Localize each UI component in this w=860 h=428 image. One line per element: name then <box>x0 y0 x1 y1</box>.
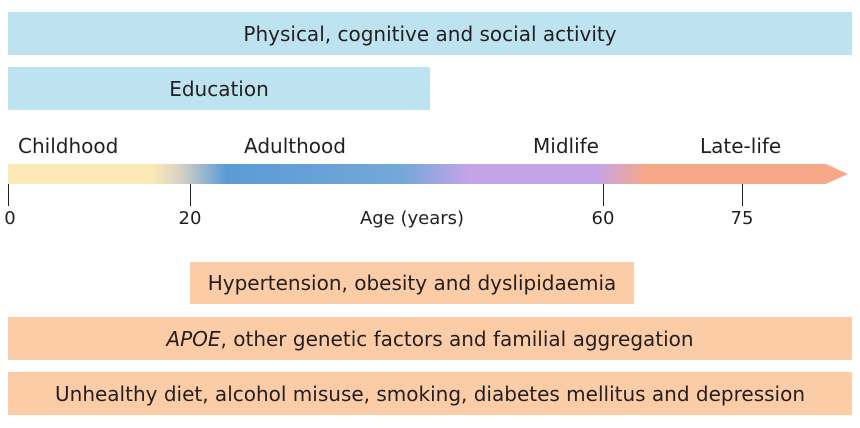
tick-20 <box>190 184 191 206</box>
band-label-rest: , other genetic factors and familial agg… <box>220 326 694 351</box>
tick-label-75: 75 <box>730 208 754 229</box>
band-physical-cognitive-social-activity: Physical, cognitive and social activity <box>8 12 852 55</box>
stage-adulthood: Adulthood <box>244 134 346 158</box>
stage-midlife: Midlife <box>533 134 599 158</box>
band-label: Hypertension, obesity and dyslipidaemia <box>207 271 617 295</box>
band-label: Physical, cognitive and social activity <box>243 21 617 46</box>
timeline-bar <box>8 164 848 184</box>
tick-0 <box>8 184 9 206</box>
tick-60 <box>603 184 604 206</box>
band-lifestyle-risk-factors: Unhealthy diet, alcohol misuse, smoking,… <box>8 372 852 415</box>
lifespan-timeline-arrow <box>8 164 848 184</box>
stage-childhood: Childhood <box>18 134 119 158</box>
band-apoe-genetic-factors: APOE, other genetic factors and familial… <box>8 317 852 360</box>
band-label: Education <box>169 76 269 101</box>
band-label: APOE, other genetic factors and familial… <box>166 327 693 351</box>
tick-label-60: 60 <box>591 208 615 229</box>
band-hypertension-obesity-dyslipidaemia: Hypertension, obesity and dyslipidaemia <box>190 262 634 304</box>
apoe-italic: APOE <box>166 326 221 351</box>
band-education: Education <box>8 67 430 110</box>
stage-late-life: Late-life <box>700 134 782 158</box>
axis-label: Age (years) <box>359 208 465 229</box>
tick-label-0: 0 <box>4 208 16 229</box>
tick-75 <box>742 184 743 206</box>
band-label: Unhealthy diet, alcohol misuse, smoking,… <box>55 381 805 406</box>
tick-label-20: 20 <box>178 208 202 229</box>
